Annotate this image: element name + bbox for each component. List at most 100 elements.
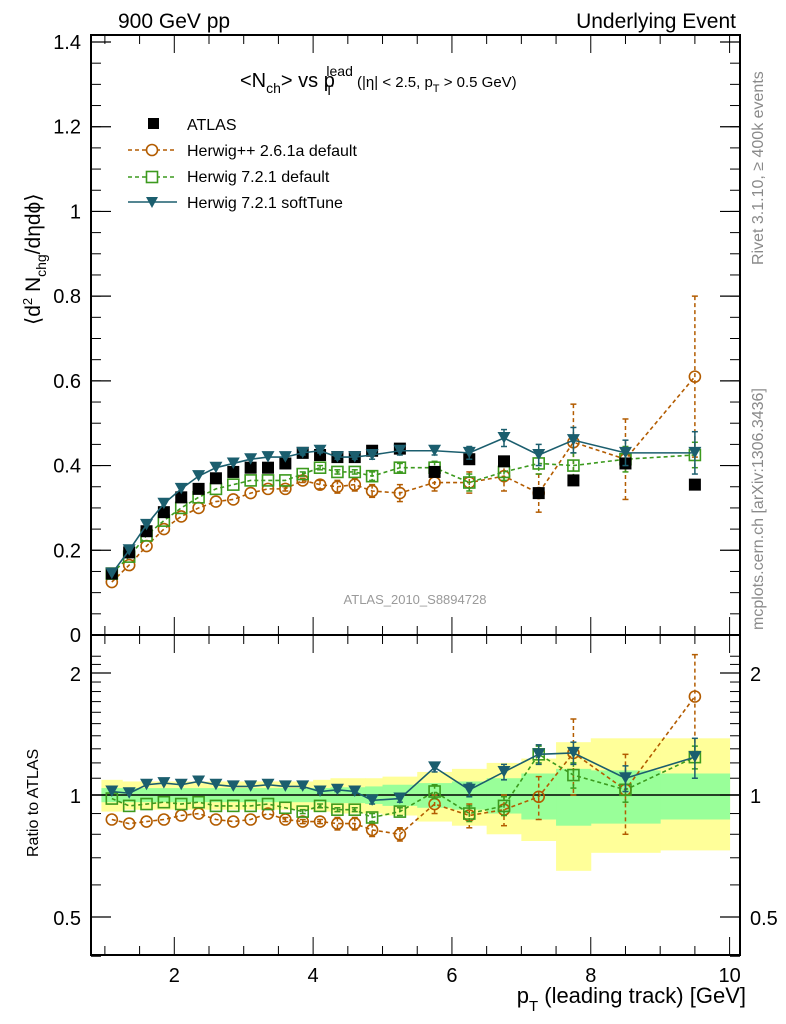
x-tick-label: 4 [308,965,319,987]
main-point-herwig-7-2-1-softtune [688,446,702,459]
ratio-point-herwig-7-2-1-default [192,795,205,809]
legend-entry-softtune: Herwig 7.2.1 softTune [128,195,343,212]
ratio-point-herwig-2-6-1a-default [313,815,327,828]
main-point-atlas [244,461,257,474]
ratio-point-herwig-7-2-1-default [428,785,441,798]
main-point-herwig-7-2-1-default [567,459,580,472]
ratio-series-herwig-7-2-1-softtune [105,737,702,806]
ratio-point-herwig-7-2-1-default [462,807,476,820]
ratio-point-herwig-7-2-1-default [209,799,223,813]
x-tick-label: 2 [169,965,180,987]
ratio-point-herwig-7-2-1-default [279,801,292,815]
main-point-herwig-7-2-1-default [244,474,257,487]
main-series-herwig-2-6-1a-default [105,295,702,589]
main-point-herwig-7-2-1-default [365,469,379,483]
ratio-point-herwig-2-6-1a-default [140,815,153,828]
main-point-herwig-2-6-1a-default [226,493,240,506]
main-point-atlas [498,455,510,468]
main-line-herwig-2-6-1a-default [111,376,696,583]
ratio-point-herwig-7-2-1-softtune [365,794,379,806]
main-point-herwig-7-2-1-default [462,476,476,489]
main-y-tick-label: 0.4 [53,456,81,478]
ratio-y-tick-label-right: 2 [750,664,761,686]
ratio-point-herwig-7-2-1-softtune [105,785,119,798]
main-point-herwig-2-6-1a-default [331,480,344,494]
ratio-point-herwig-7-2-1-softtune [140,778,154,791]
main-y-axis-label: ⟨d2 Nchg/dηdϕ⟩ [20,193,49,325]
legend-marker-atlas [148,118,159,129]
ratio-point-herwig-2-6-1a-default [157,813,171,826]
main-point-atlas [209,472,222,485]
ratio-y-tick-label: 0.5 [53,908,81,930]
ratio-point-herwig-2-6-1a-default [348,817,362,830]
ratio-line-herwig-7-2-1-default [111,753,696,819]
main-point-herwig-7-2-1-softtune [157,497,171,510]
main-point-herwig-7-2-1-default [279,474,292,487]
main-point-herwig-7-2-1-softtune [261,451,275,463]
main-point-herwig-7-2-1-default [393,461,407,474]
ratio-point-herwig-7-2-1-softtune [174,778,188,791]
ratio-point-herwig-2-6-1a-default [532,790,546,804]
header-right: Underlying Event [576,10,736,33]
main-y-tick-label: 0.2 [53,540,81,562]
ratio-point-herwig-7-2-1-default [122,799,136,813]
ratio-point-herwig-2-6-1a-default [105,813,119,826]
main-point-herwig-7-2-1-softtune [296,446,310,459]
main-point-herwig-2-6-1a-default [244,486,257,500]
legend-label-herwig721: Herwig 7.2.1 default [187,169,330,186]
ratio-point-herwig-7-2-1-softtune [348,785,362,798]
ratio-y-tick-label-right: 1 [750,786,761,808]
main-point-herwig-7-2-1-default [226,478,240,491]
main-point-herwig-7-2-1-softtune [428,444,442,457]
ratio-point-herwig-7-2-1-softtune [261,778,275,791]
main-point-herwig-7-2-1-softtune [192,470,206,482]
legend-marker-herwigpp [145,143,159,157]
ratio-point-herwig-7-2-1-softtune [157,777,171,789]
ratio-point-herwig-7-2-1-default [365,811,379,824]
plot-title: <Nch> vs pTlead (|η| < 2.5, pT > 0.5 GeV… [240,63,517,98]
main-point-herwig-7-2-1-default [296,467,310,481]
ratio-point-herwig-7-2-1-default [244,799,257,813]
legend: ATLAS Herwig++ 2.6.1a default Herwig 7.2… [128,117,357,212]
ratio-point-herwig-7-2-1-softtune [278,780,292,792]
main-point-herwig-7-2-1-softtune [313,444,327,457]
main-point-atlas [157,506,170,519]
ratio-point-herwig-7-2-1-softtune [226,780,240,792]
legend-entry-atlas: ATLAS [148,117,237,134]
ratio-y-tick-label: 2 [70,664,81,686]
ratio-point-herwig-7-2-1-softtune [244,780,258,792]
ratio-point-herwig-2-6-1a-default [365,823,379,837]
main-series-herwig-7-2-1-default [105,441,702,580]
ratio-point-herwig-7-2-1-default [226,799,240,813]
main-point-herwig-7-2-1-softtune [122,544,136,556]
ratio-point-herwig-2-6-1a-default [393,827,407,841]
main-line-herwig-7-2-1-softtune [111,437,695,575]
ratio-point-herwig-7-2-1-default [174,797,188,811]
main-point-atlas [688,478,701,491]
ratio-point-herwig-2-6-1a-default [122,817,136,830]
main-point-herwig-7-2-1-softtune [348,451,362,463]
main-point-atlas [567,474,580,487]
main-point-herwig-2-6-1a-default [279,482,292,496]
ratio-point-herwig-7-2-1-softtune [566,746,580,759]
main-y-tick-label: 0.8 [53,286,81,308]
ratio-point-herwig-7-2-1-default [296,805,310,818]
legend-marker-softtune [146,197,158,208]
main-point-herwig-2-6-1a-default [157,522,171,536]
ratio-point-herwig-7-2-1-softtune [532,748,546,760]
main-point-herwig-7-2-1-softtune [330,451,344,463]
ratio-point-herwig-2-6-1a-default [209,813,223,826]
main-point-herwig-2-6-1a-default [209,495,223,508]
legend-label-herwigpp: Herwig++ 2.6.1a default [187,143,357,160]
main-point-herwig-7-2-1-softtune [393,444,407,457]
ratio-point-herwig-7-2-1-softtune [393,792,407,805]
main-point-herwig-2-6-1a-default [688,370,702,383]
ratio-point-herwig-7-2-1-softtune [462,783,476,796]
legend-marker-herwig721 [145,170,159,184]
main-point-herwig-2-6-1a-default [313,478,327,491]
ratio-point-herwig-2-6-1a-default [296,815,310,828]
legend-label-atlas: ATLAS [187,117,237,134]
analysis-watermark: ATLAS_2010_S8894728 [344,592,487,607]
legend-entry-herwigpp: Herwig++ 2.6.1a default [128,143,357,160]
ratio-point-herwig-7-2-1-default [331,803,344,816]
